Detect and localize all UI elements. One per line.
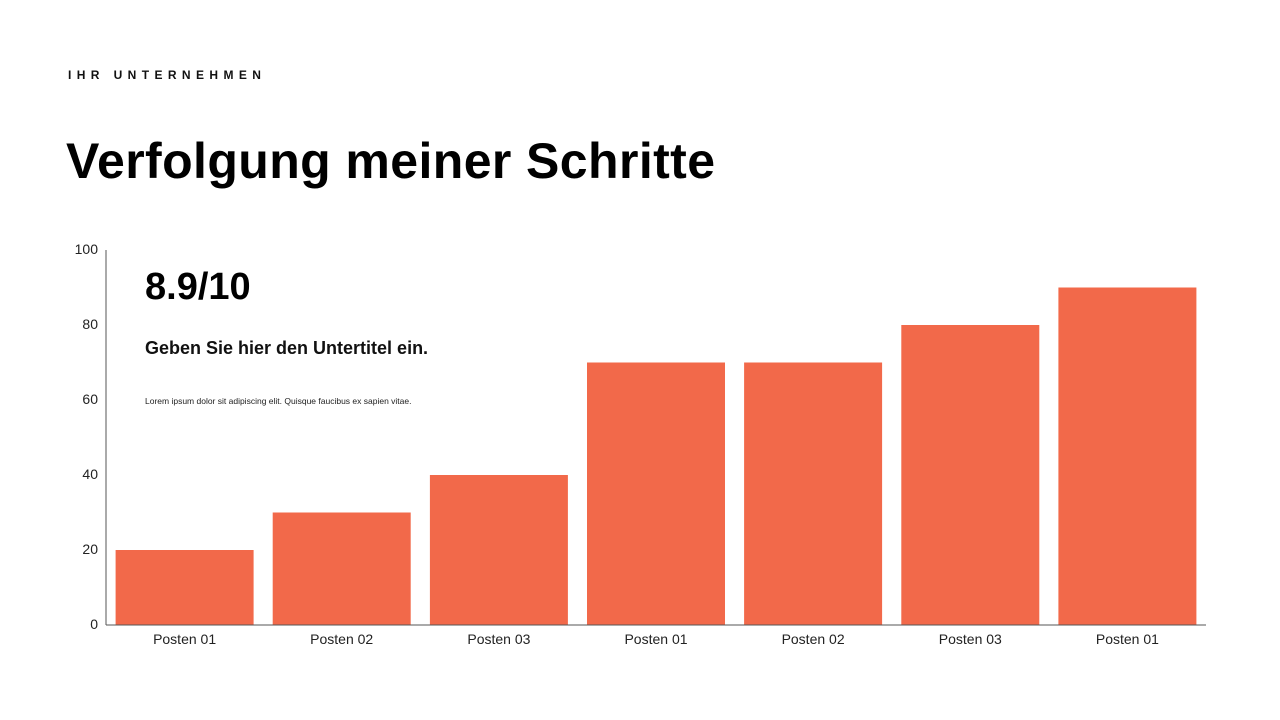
y-tick-label: 60 xyxy=(82,391,98,407)
bar-5 xyxy=(744,362,883,625)
company-name: IHR UNTERNEHMEN xyxy=(68,68,267,82)
x-category-label: Posten 01 xyxy=(1096,631,1159,647)
x-category-label: Posten 03 xyxy=(939,631,1002,647)
y-tick-label: 80 xyxy=(82,316,98,332)
y-tick-label: 20 xyxy=(82,541,98,557)
x-category-labels: Posten 01 Posten 02 Posten 03 Posten 01 Post… xyxy=(153,631,1159,647)
page-title: Verfolgung meiner Schritte xyxy=(66,133,716,189)
score-value: 8.9/10 xyxy=(145,266,251,308)
bar-2 xyxy=(272,512,411,625)
y-tick-label: 100 xyxy=(75,241,99,257)
x-category-label: Posten 01 xyxy=(624,631,687,647)
subtitle-text: Geben Sie hier den Untertitel ein. xyxy=(145,338,429,358)
y-tick-label: 0 xyxy=(90,616,98,632)
x-category-label: Posten 02 xyxy=(782,631,845,647)
y-tick-label: 40 xyxy=(82,466,98,482)
bar-7 xyxy=(1058,287,1197,625)
bar-group xyxy=(115,287,1197,625)
bar-4 xyxy=(587,362,725,625)
x-category-label: Posten 03 xyxy=(467,631,530,647)
x-category-label: Posten 02 xyxy=(310,631,373,647)
bar-1 xyxy=(115,550,254,625)
bar-6 xyxy=(901,325,1040,625)
y-tick-labels: 0 20 40 60 80 100 xyxy=(75,241,99,632)
x-category-label: Posten 01 xyxy=(153,631,216,647)
bar-3 xyxy=(429,475,568,625)
axes xyxy=(105,250,1206,626)
body-text: Lorem ipsum dolor sit adipiscing elit. Q… xyxy=(145,396,412,406)
